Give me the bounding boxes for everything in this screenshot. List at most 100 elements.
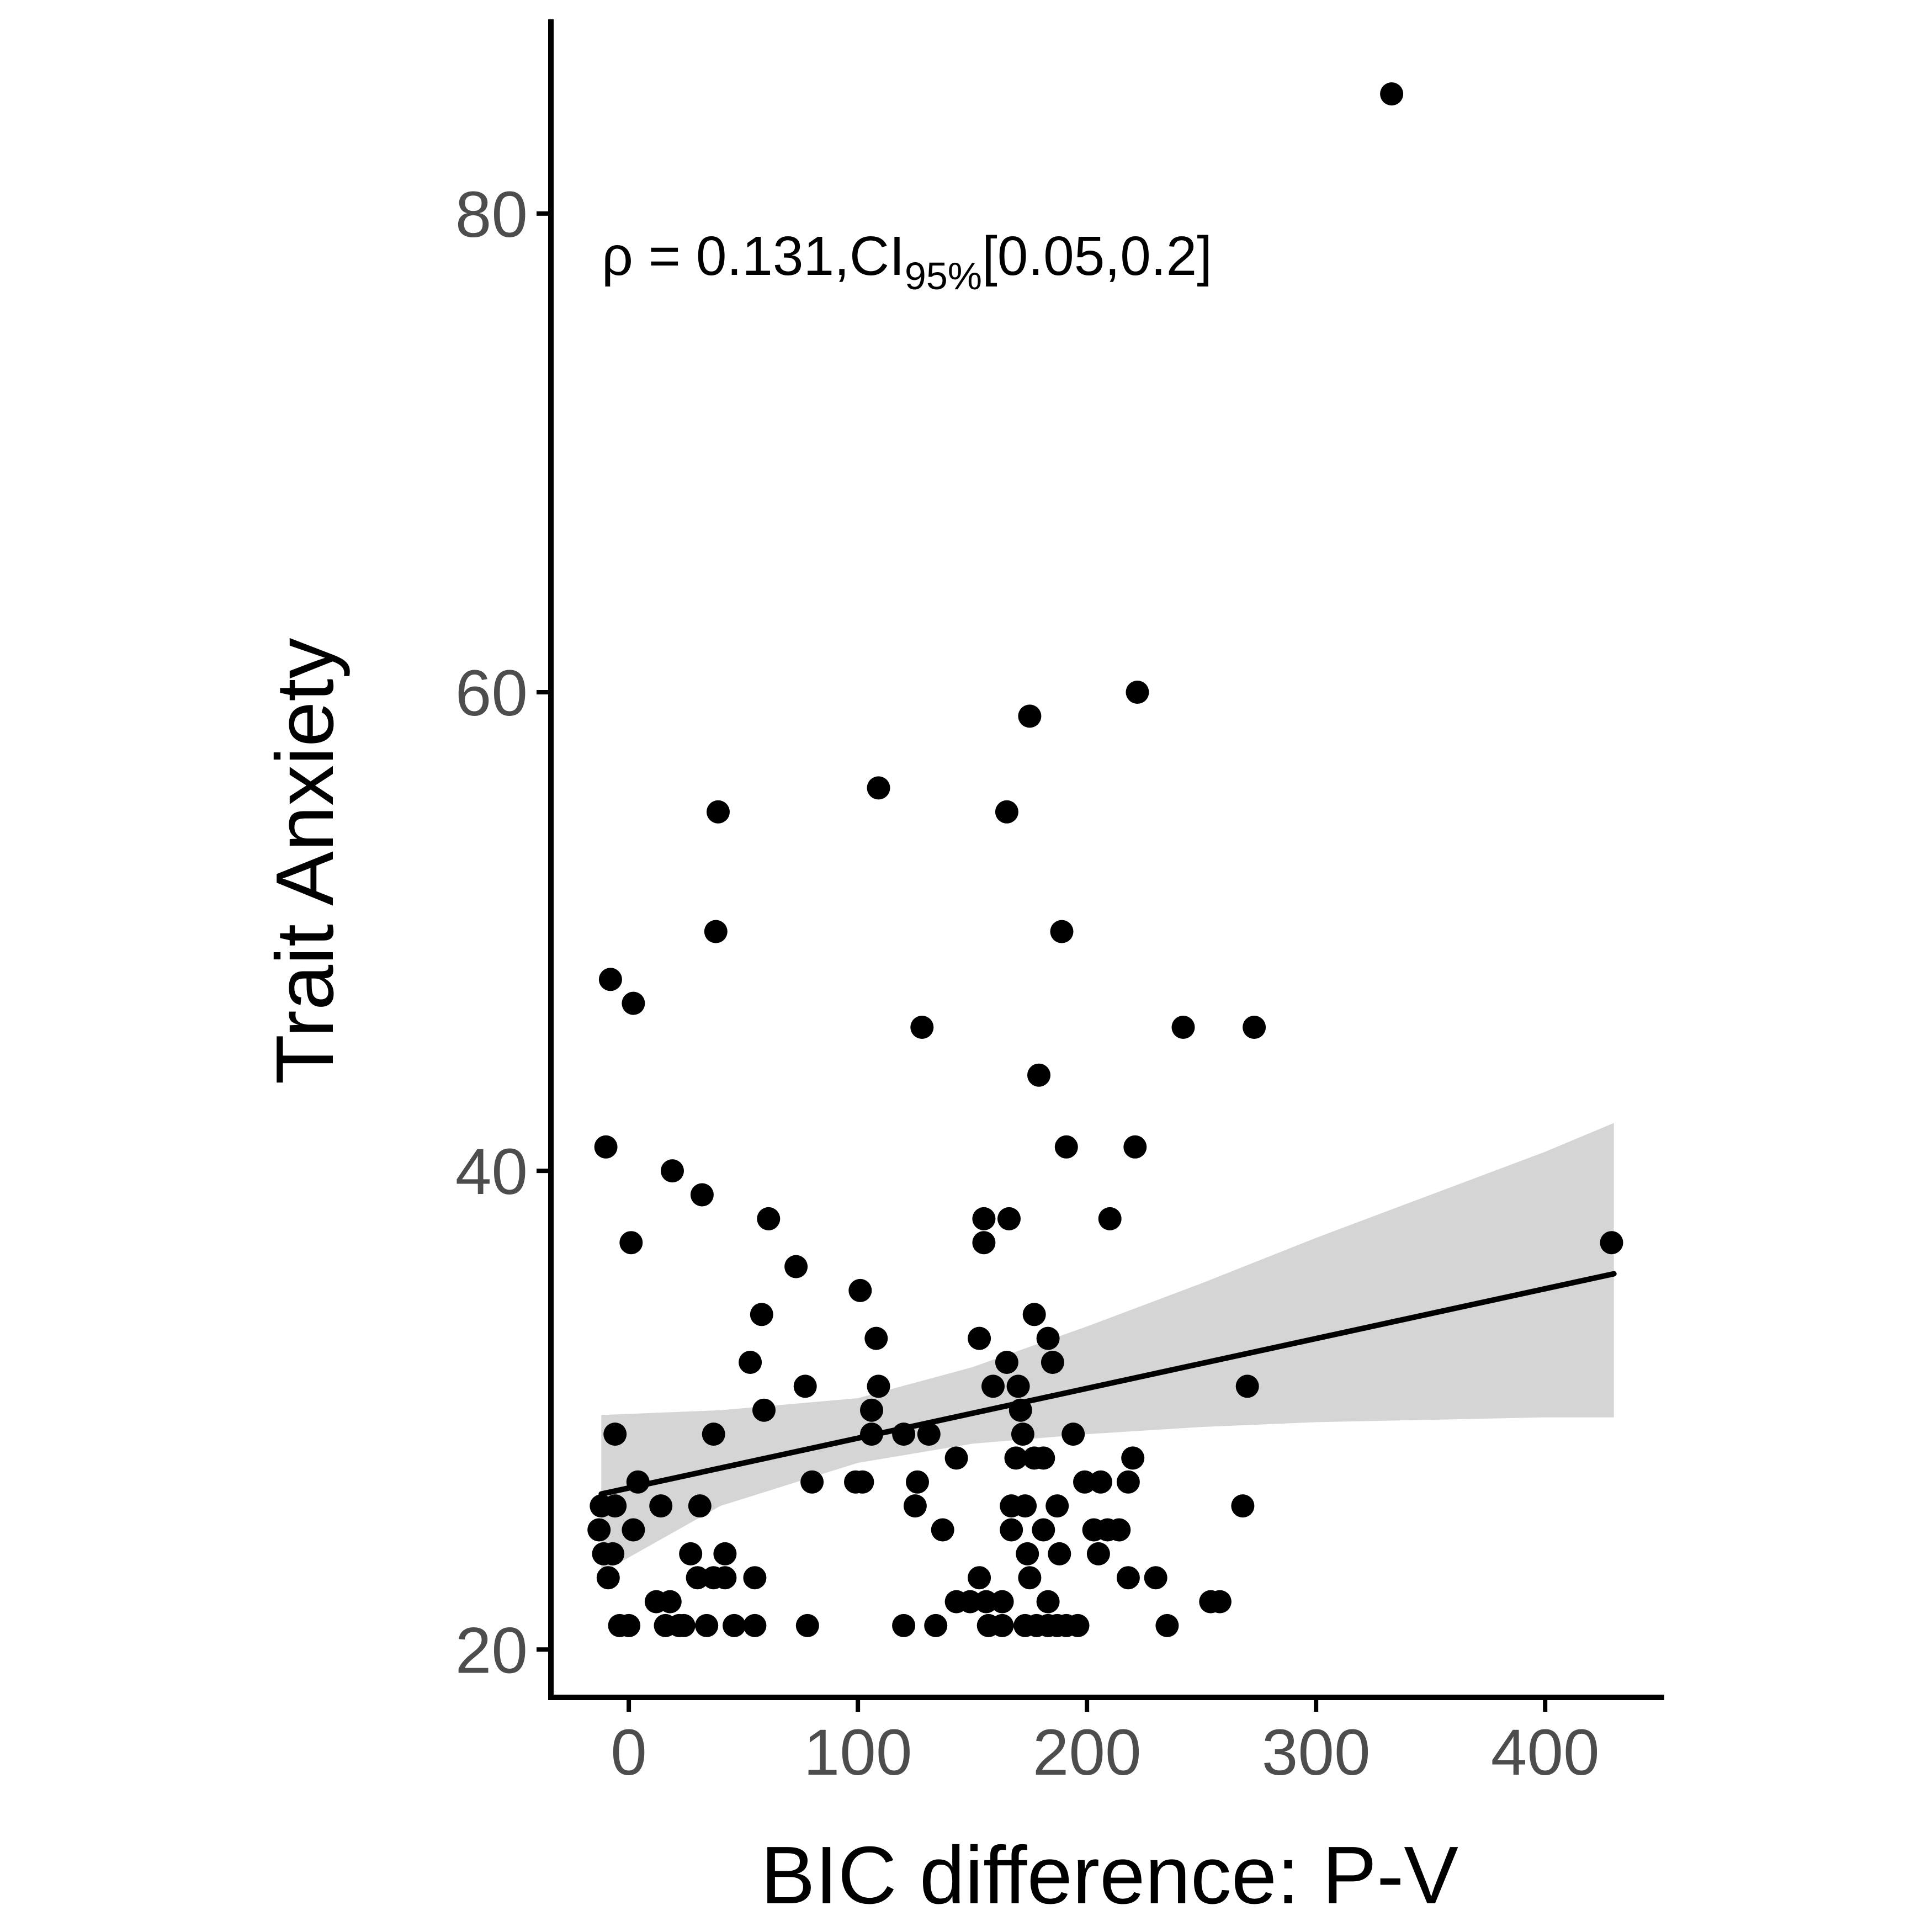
data-point [1006,1374,1030,1398]
y-tick-label: 60 [455,657,528,730]
data-point [723,1613,746,1637]
annotation-tail: [0.05,0.2] [982,225,1212,287]
data-point [739,1351,762,1374]
data-point [1066,1613,1090,1637]
data-point [892,1613,916,1637]
data-point [906,1470,929,1494]
data-point [848,1278,872,1302]
x-tick-label: 100 [804,1716,912,1789]
data-point [1231,1494,1255,1518]
data-point [587,1518,611,1542]
annotation: ρ = 0.131,CI95%[0.05,0.2] [602,225,1212,298]
data-point [688,1494,712,1518]
data-point [917,1423,941,1446]
data-point [867,776,890,800]
data-point [974,1590,998,1613]
data-point [752,1398,776,1422]
data-point [968,1326,991,1350]
data-point [603,1423,627,1446]
data-point [867,1374,890,1398]
data-point [1171,1016,1195,1039]
fit-line-layer [598,1271,1617,1497]
data-point [1027,1063,1050,1087]
data-point [1013,1494,1037,1518]
data-point [860,1398,883,1422]
annotation-rho: ρ [602,225,633,287]
x-axis-title: BIC difference: P-V [761,1830,1458,1921]
y-tick-label: 40 [455,1135,528,1208]
confidence-band-layer [601,1123,1614,1573]
data-point [795,1613,819,1637]
data-point [594,1135,618,1159]
data-point [1098,1207,1122,1230]
data-point [1018,704,1042,728]
data-point [598,968,622,991]
data-point [944,1446,968,1470]
data-point [910,1016,934,1039]
data-point [1032,1446,1055,1470]
data-point [743,1613,767,1637]
data-point [972,1207,996,1230]
data-point [1036,1326,1060,1350]
annotation-subscript: 95% [905,254,982,298]
data-point [713,1566,737,1590]
data-point [1243,1016,1266,1039]
data-point [800,1470,824,1494]
data-point [1054,1135,1078,1159]
y-axis-title: Trait Anxiety [259,638,351,1085]
data-point [1126,681,1149,704]
data-point [622,991,645,1015]
data-point [658,1590,682,1613]
data-point [1086,1542,1110,1565]
data-point [997,1207,1021,1230]
annotation-main: = 0.131,CI [633,225,905,287]
fit-line [598,1271,1617,1497]
data-point [990,1613,1014,1637]
data-point [707,800,730,824]
x-tick-label: 400 [1491,1716,1600,1789]
data-point [1089,1470,1112,1494]
data-point [1050,920,1074,943]
data-point [1380,82,1404,106]
data-point [661,1159,684,1183]
data-point [603,1494,627,1518]
data-point [617,1613,641,1637]
data-point [1045,1494,1069,1518]
data-point [981,1374,1005,1398]
data-point [995,800,1018,824]
data-point [851,1470,874,1494]
data-point [1155,1613,1179,1637]
data-point [1036,1590,1060,1613]
data-point [596,1566,620,1590]
data-point [793,1374,817,1398]
data-point [1004,1446,1028,1470]
axes-layer: 20 40 60 80 0 100 200 300 400 [455,19,1664,1789]
data-point [1121,1446,1145,1470]
data-point [750,1303,773,1326]
data-point [1018,1566,1042,1590]
data-point [713,1542,737,1565]
data-point [864,1326,888,1350]
data-point [702,1423,725,1446]
data-point [784,1255,808,1278]
data-point [1011,1423,1034,1446]
y-tick-label: 80 [455,178,528,251]
data-point [924,1613,948,1637]
data-point [757,1207,781,1230]
data-point [1022,1303,1046,1326]
points-layer [587,82,1623,1637]
data-point [958,1590,982,1613]
x-tick-label: 200 [1033,1716,1142,1789]
data-point [1000,1518,1023,1542]
data-point [1144,1566,1167,1590]
data-point [968,1566,991,1590]
data-point [1041,1351,1064,1374]
data-point [931,1518,954,1542]
data-point [1116,1470,1140,1494]
data-point [995,1351,1018,1374]
data-point [649,1494,673,1518]
data-point [990,1590,1014,1613]
y-tick-label: 20 [455,1614,528,1687]
data-point [1016,1542,1039,1565]
